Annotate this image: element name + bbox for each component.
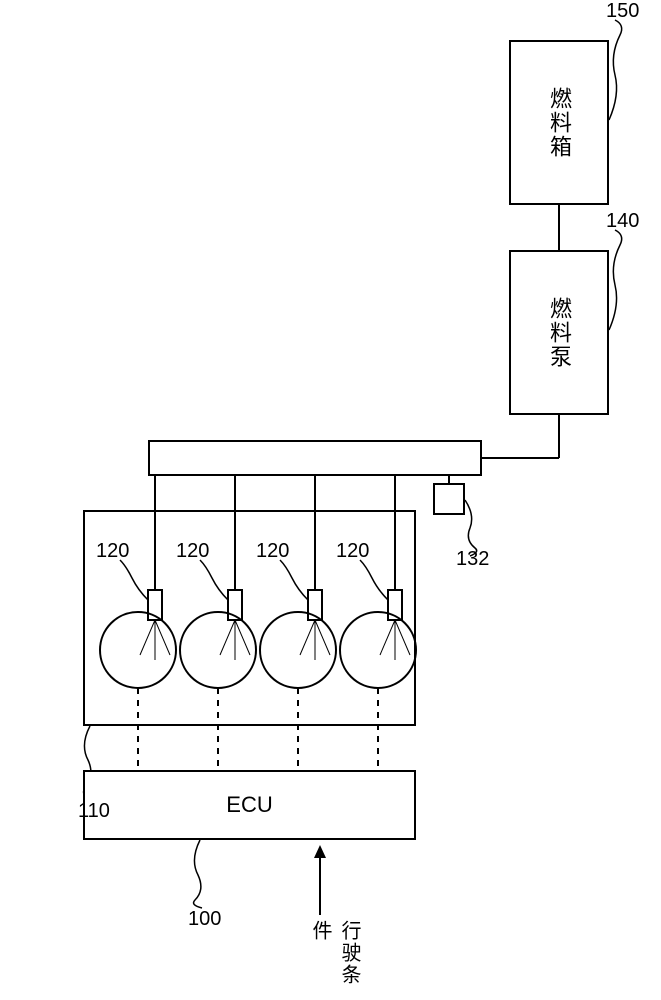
ref-110: 110 xyxy=(78,800,110,823)
ref-150: 150 xyxy=(606,0,639,23)
ref-120-3: 120 xyxy=(256,540,289,563)
driving-condition-label: 行驶条件 xyxy=(306,920,364,1000)
diagram-root: 燃料箱 燃料泵 ECU 150 140 132 110 100 120 120 … xyxy=(0,0,661,1000)
fuel-pump-box: 燃料泵 xyxy=(509,250,609,415)
ref-100: 100 xyxy=(188,908,221,931)
ref-120-2: 120 xyxy=(176,540,209,563)
sensor-box xyxy=(433,483,465,515)
ref-132: 132 xyxy=(456,548,489,571)
fuel-tank-label: 燃料箱 xyxy=(543,87,575,159)
ref-140: 140 xyxy=(606,210,639,233)
fuel-pump-label: 燃料泵 xyxy=(543,297,575,369)
ecu-box: ECU xyxy=(83,770,416,840)
fuel-rail-box xyxy=(148,440,482,476)
ecu-label: ECU xyxy=(226,792,272,818)
fuel-tank-box: 燃料箱 xyxy=(509,40,609,205)
ref-120-4: 120 xyxy=(336,540,369,563)
ref-120-1: 120 xyxy=(96,540,129,563)
